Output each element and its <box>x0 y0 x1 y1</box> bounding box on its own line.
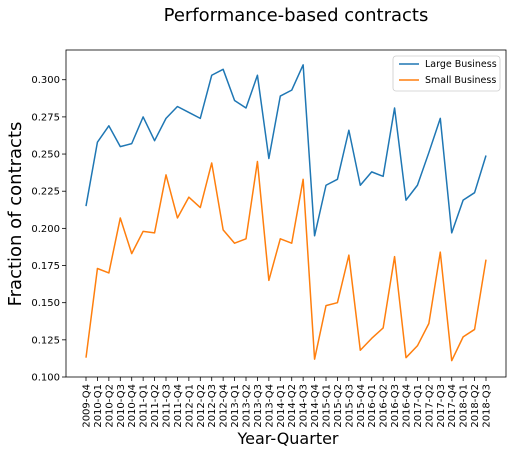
x-tick-label: 2016-Q1 <box>367 384 378 428</box>
y-tick-label: 0.250 <box>31 150 60 161</box>
x-tick-label: 2015-Q2 <box>333 384 344 428</box>
x-tick-label: 2011-Q4 <box>173 384 184 428</box>
x-tick-label: 2010-Q2 <box>104 384 115 428</box>
x-tick-label: 2013-Q3 <box>253 384 264 428</box>
x-tick-label: 2016-Q4 <box>402 384 413 428</box>
series-line-small-business <box>86 161 486 360</box>
x-tick-label: 2015-Q3 <box>344 384 355 428</box>
chart-title: Performance-based contracts <box>164 5 429 26</box>
x-tick-label: 2018-Q1 <box>459 384 470 428</box>
plot-frame <box>66 50 506 377</box>
x-tick-label: 2013-Q1 <box>230 384 241 428</box>
x-tick-label: 2012-Q4 <box>219 384 230 428</box>
y-axis-label: Fraction of contracts <box>5 122 26 307</box>
y-tick-label: 0.200 <box>31 224 60 235</box>
series-layer <box>86 65 486 361</box>
x-tick-label: 2013-Q4 <box>264 384 275 428</box>
y-axis: 0.100 0.125 0.150 0.175 0.200 0.225 0.250 0.275… <box>31 75 66 383</box>
x-tick-label: 2012-Q1 <box>184 384 195 428</box>
x-tick-label: 2016-Q2 <box>379 384 390 428</box>
y-tick-label: 0.175 <box>31 261 60 272</box>
y-tick-label: 0.100 <box>31 373 60 384</box>
y-tick-label: 0.150 <box>31 298 60 309</box>
x-tick-label: 2010-Q4 <box>127 384 138 428</box>
x-tick-label: 2010-Q1 <box>93 384 104 428</box>
x-tick-label: 2012-Q3 <box>207 384 218 428</box>
x-tick-label: 2010-Q3 <box>116 384 127 428</box>
legend-label-large-business: Large Business <box>425 59 497 70</box>
x-tick-label: 2011-Q3 <box>162 384 173 428</box>
x-tick-label: 2014-Q4 <box>310 384 321 428</box>
x-tick-label: 2015-Q1 <box>322 384 333 428</box>
x-tick-label: 2011-Q1 <box>139 384 150 428</box>
y-tick-label: 0.300 <box>31 75 60 86</box>
x-tick-label: 2018-Q3 <box>482 384 493 428</box>
y-tick-label: 0.125 <box>31 335 60 346</box>
x-axis-label: Year-Quarter <box>236 429 338 448</box>
x-tick-label: 2013-Q2 <box>242 384 253 428</box>
x-tick-label: 2016-Q3 <box>390 384 401 428</box>
x-tick-label: 2017-Q1 <box>413 384 424 428</box>
x-tick-label: 2015-Q4 <box>356 384 367 428</box>
legend-label-small-business: Small Business <box>425 75 496 86</box>
x-tick-label: 2014-Q2 <box>287 384 298 428</box>
x-tick-label: 2014-Q1 <box>276 384 287 428</box>
x-tick-label: 2009-Q4 <box>82 384 93 428</box>
x-tick-label: 2018-Q2 <box>470 384 481 428</box>
x-tick-label: 2011-Q2 <box>150 384 161 428</box>
y-tick-label: 0.275 <box>31 112 60 123</box>
x-tick-label: 2012-Q2 <box>196 384 207 428</box>
y-tick-label: 0.225 <box>31 187 60 198</box>
x-tick-label: 2017-Q4 <box>447 384 458 428</box>
legend: Large Business Small Business <box>393 56 500 91</box>
x-tick-label: 2017-Q3 <box>436 384 447 428</box>
x-tick-label: 2017-Q2 <box>424 384 435 428</box>
x-tick-label: 2014-Q3 <box>299 384 310 428</box>
